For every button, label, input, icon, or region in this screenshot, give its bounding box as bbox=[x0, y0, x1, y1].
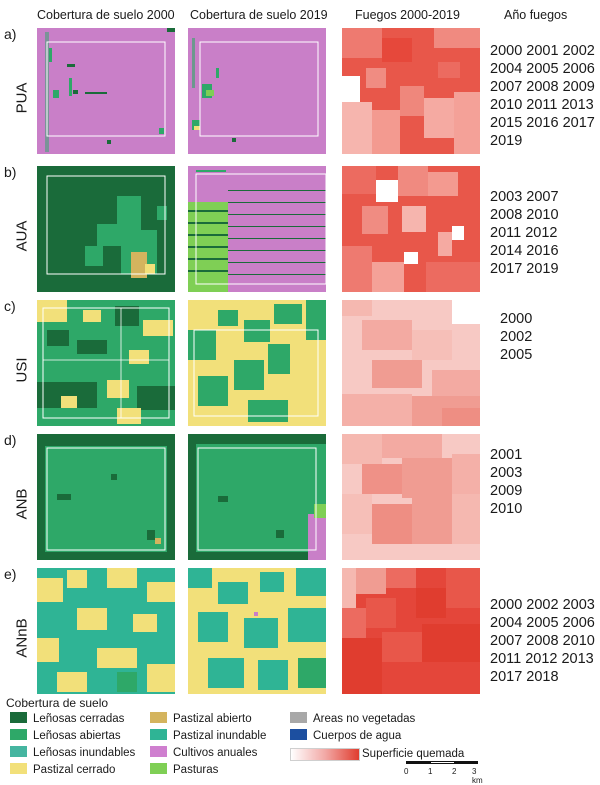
site-code: AUA bbox=[13, 220, 31, 252]
map-fires bbox=[342, 28, 480, 154]
legend-item: Pastizal cerrado bbox=[10, 763, 115, 776]
map-landcover-2000 bbox=[37, 568, 175, 694]
scale-tick: 3 km bbox=[472, 767, 483, 785]
legend: Cobertura de suelo Leñosas cerradas Leño… bbox=[0, 696, 600, 785]
header-landcover-2019: Cobertura de suelo 2019 bbox=[190, 8, 328, 22]
panel-label: b) bbox=[4, 164, 17, 180]
site-code: ANB bbox=[13, 488, 31, 520]
scale-tick: 0 bbox=[404, 767, 409, 776]
map-fires bbox=[342, 166, 480, 292]
fire-years: 2001 2003 2009 2010 bbox=[490, 447, 523, 517]
map-landcover-2000 bbox=[37, 300, 175, 426]
header-landcover-2000: Cobertura de suelo 2000 bbox=[37, 8, 175, 22]
panel-b: b) AUA bbox=[0, 164, 600, 296]
scale-bar: 0 1 2 3 km bbox=[404, 758, 483, 785]
legend-item: Pastizal inundable bbox=[150, 729, 266, 742]
scale-tick: 2 bbox=[452, 767, 457, 776]
panel-a: a) PUA bbox=[0, 26, 600, 158]
fire-years: 2000 2002 2005 bbox=[500, 311, 533, 363]
map-landcover-2019 bbox=[188, 300, 326, 426]
panel-label: e) bbox=[4, 566, 17, 582]
map-landcover-2019 bbox=[188, 568, 326, 694]
burned-area-label: Superficie quemada bbox=[362, 748, 465, 760]
map-landcover-2000 bbox=[37, 166, 175, 292]
map-landcover-2019 bbox=[188, 434, 326, 560]
legend-item: Pasturas bbox=[150, 763, 218, 776]
map-landcover-2000 bbox=[37, 28, 175, 154]
legend-item: Cuerpos de agua bbox=[290, 729, 401, 742]
panel-label: d) bbox=[4, 432, 17, 448]
legend-item: Cultivos anuales bbox=[150, 746, 257, 759]
legend-item: Leñosas cerradas bbox=[10, 712, 124, 725]
legend-item: Areas no vegetadas bbox=[290, 712, 415, 725]
fire-years: 2000 2001 2002 2004 2005 2006 2007 2008 … bbox=[490, 43, 595, 149]
map-fires bbox=[342, 434, 480, 560]
map-landcover-2019 bbox=[188, 166, 326, 292]
map-landcover-2019 bbox=[188, 28, 326, 154]
map-landcover-2000 bbox=[37, 434, 175, 560]
map-fires bbox=[342, 568, 480, 694]
legend-item: Leñosas abiertas bbox=[10, 729, 121, 742]
header-fires: Fuegos 2000-2019 bbox=[355, 8, 460, 22]
site-code: PUA bbox=[13, 82, 31, 114]
panel-e: e) ANnB bbox=[0, 566, 600, 698]
map-fires bbox=[342, 300, 480, 426]
burned-area-gradient bbox=[290, 748, 360, 761]
site-code: ANnB bbox=[13, 618, 31, 658]
legend-item: Pastizal abierto bbox=[150, 712, 252, 725]
header-fire-years: Año fuegos bbox=[504, 8, 568, 22]
site-code: USI bbox=[13, 357, 31, 383]
scale-tick: 1 bbox=[428, 767, 433, 776]
panel-label: c) bbox=[4, 298, 16, 314]
panel-d: d) ANB bbox=[0, 432, 600, 564]
panel-c: c) USI bbox=[0, 298, 600, 430]
legend-title: Cobertura de suelo bbox=[6, 696, 109, 710]
fire-years: 2003 2007 2008 2010 2011 2012 2014 2016 … bbox=[490, 189, 559, 277]
panel-label: a) bbox=[4, 26, 17, 42]
legend-item: Leñosas inundables bbox=[10, 746, 135, 759]
fire-years: 2000 2002 2003 2004 2005 2006 2007 2008 … bbox=[490, 597, 595, 685]
